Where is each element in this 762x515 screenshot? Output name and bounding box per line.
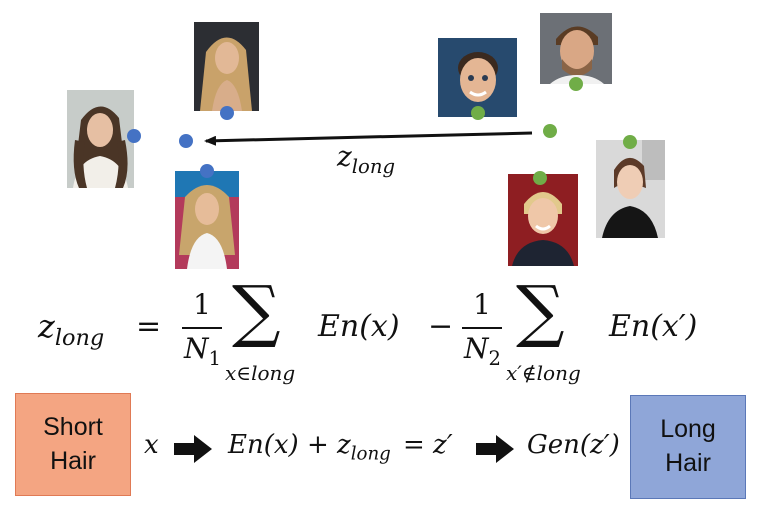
formula-minus: − xyxy=(428,309,454,344)
formula-term2-fraction-bar xyxy=(462,327,502,329)
short-hair-dot xyxy=(569,77,583,91)
formula-term2-sum-symbol: ∑ xyxy=(516,272,565,351)
long-hair-dot xyxy=(127,129,141,143)
pipeline-arrow-1 xyxy=(174,435,212,463)
portrait-long-hair-3 xyxy=(175,171,239,269)
long-hair-output-box: Long Hair xyxy=(630,395,746,499)
long-hair-dot xyxy=(200,164,214,178)
portrait-long-hair-2 xyxy=(194,22,259,111)
pipeline-encoded: En(x) + zlong xyxy=(228,430,391,465)
formula-equals: = xyxy=(136,309,162,344)
portrait-short-hair-3 xyxy=(508,174,578,266)
z-long-vector-label: zlong xyxy=(337,140,395,178)
formula-lhs: zlong xyxy=(38,307,105,351)
portrait-long-hair-1 xyxy=(67,90,134,188)
pipeline-arrow-2 xyxy=(476,435,514,463)
long-hair-dot xyxy=(179,134,193,148)
pipeline-generator: Gen(z′) xyxy=(527,430,620,460)
formula-term1-sum-index: x∈long xyxy=(225,361,296,385)
portrait-short-hair-2 xyxy=(540,13,612,84)
long-hair-dot xyxy=(220,106,234,120)
formula-term1-numerator: 1 xyxy=(193,288,211,321)
formula-term1-sum-symbol: ∑ xyxy=(232,272,281,351)
short-hair-dot xyxy=(623,135,637,149)
formula-term2-numerator: 1 xyxy=(473,288,491,321)
formula-term1-summand: En(x) xyxy=(318,309,400,344)
pipeline-x: x xyxy=(144,430,159,460)
portrait-short-hair-1 xyxy=(438,38,517,117)
formula-term2-sum-index: x′∉long xyxy=(506,361,581,385)
formula-term1-denominator: N1 xyxy=(184,332,221,370)
short-hair-box-line1: Short xyxy=(43,412,103,441)
short-hair-dot xyxy=(533,171,547,185)
pipeline-z-prime: = z′ xyxy=(403,430,453,460)
z-long-vector-arrow xyxy=(204,131,533,146)
short-hair-dots xyxy=(471,77,637,185)
short-hair-input-box: Short Hair xyxy=(15,393,131,496)
short-hair-dot xyxy=(543,124,557,138)
latent-space-overlay xyxy=(127,77,637,185)
long-hair-box-line1: Long xyxy=(660,415,716,444)
formula-term2-summand: En(x′) xyxy=(609,309,698,344)
long-hair-dots xyxy=(127,106,234,178)
short-hair-dot xyxy=(471,106,485,120)
long-hair-box-line2: Hair xyxy=(665,449,711,477)
portrait-short-hair-4 xyxy=(596,140,665,238)
formula-term2-denominator: N2 xyxy=(464,332,501,370)
formula-term1-fraction-bar xyxy=(182,327,222,329)
short-hair-box-line2: Hair xyxy=(50,446,96,475)
